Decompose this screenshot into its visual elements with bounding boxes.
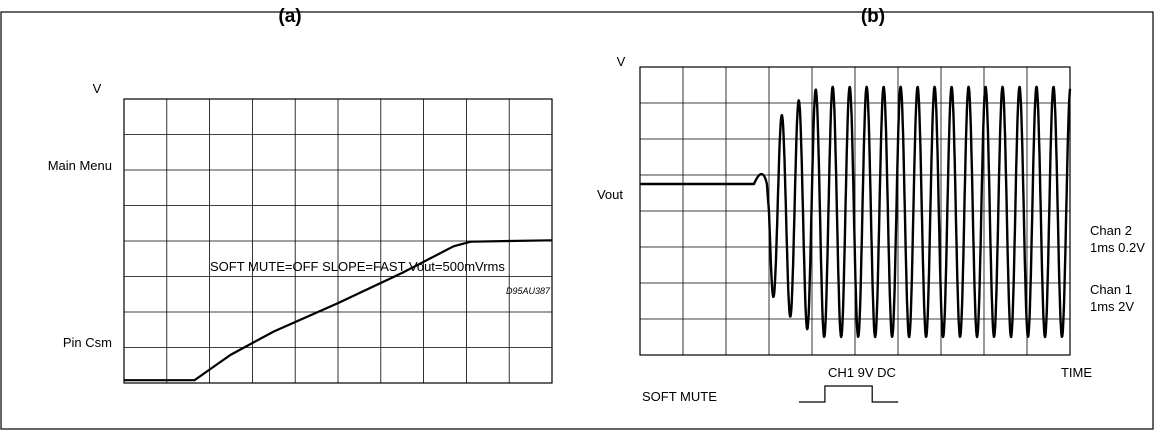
chart-b-soft-mute-pulse: [798, 385, 899, 403]
chart-b-tick-label-vout: Vout: [597, 187, 623, 202]
chart-a: V Main Menu Pin Csm SOFT MUTE=OFF SLOPE=…: [48, 81, 553, 384]
chart-b-channel-label: CH1 9V DC: [828, 365, 896, 380]
chart-a-tick-label-pin-csm: Pin Csm: [63, 335, 112, 350]
chart-b-soft-mute-label: SOFT MUTE: [642, 389, 717, 404]
figure-border: [0, 11, 1154, 430]
chart-b-label-chan1: Chan 1: [1090, 282, 1132, 297]
chart-a-tick-label-main-menu: Main Menu: [48, 158, 112, 173]
chart-b: V Vout Chan 2 1ms 0.2V Chan 1 1ms 2V TIM…: [597, 54, 1145, 404]
chart-b-label-chan1-scale: 1ms 2V: [1090, 299, 1134, 314]
chart-b-ylabel: V: [617, 54, 626, 69]
panel-a-title: (a): [278, 6, 301, 27]
chart-b-label-chan2: Chan 2: [1090, 223, 1132, 238]
chart-a-series-line: [124, 239, 553, 382]
chart-a-figure-code: D95AU387: [506, 286, 551, 296]
chart-a-ylabel: V: [93, 81, 102, 96]
chart-b-label-chan2-scale: 1ms 0.2V: [1090, 240, 1145, 255]
chart-b-series-line: [640, 85, 1072, 339]
chart-b-xlabel: TIME: [1061, 365, 1092, 380]
chart-a-annotation: SOFT MUTE=OFF SLOPE=FAST Vout=500mVrms: [210, 259, 505, 274]
panel-b-title: (b): [861, 6, 885, 27]
